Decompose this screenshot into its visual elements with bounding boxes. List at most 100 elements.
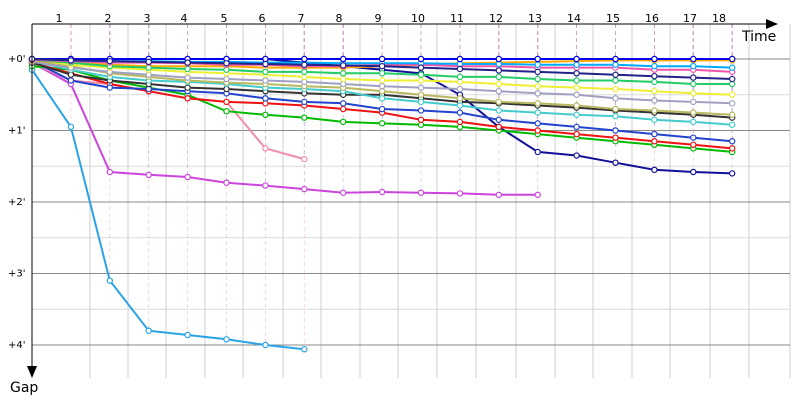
data-point <box>378 55 386 63</box>
x-tick-label: 2 <box>105 12 112 25</box>
data-point <box>301 155 308 163</box>
data-point <box>729 55 736 63</box>
data-point <box>262 77 269 84</box>
data-point <box>651 78 658 86</box>
series-lines <box>28 55 736 353</box>
data-point <box>690 109 697 116</box>
data-point <box>456 73 464 81</box>
data-point <box>573 61 580 68</box>
data-point <box>262 341 269 349</box>
data-point <box>340 62 347 69</box>
data-point <box>534 100 541 107</box>
data-point <box>223 336 230 343</box>
data-point <box>690 134 697 141</box>
x-tick-label: 12 <box>489 12 503 25</box>
data-point <box>223 179 230 186</box>
data-point <box>729 91 736 98</box>
x-tick-labels: 1 2 3 4 5 6 7 8 9 10 11 12 13 14 15 16 17 18 <box>56 12 727 25</box>
data-point <box>612 85 619 93</box>
data-point <box>456 55 464 63</box>
data-point <box>417 55 425 63</box>
data-point <box>690 168 697 176</box>
data-point <box>495 67 502 74</box>
x-axis-title: Time <box>741 29 776 45</box>
data-point <box>690 90 697 97</box>
data-point <box>340 105 347 113</box>
y-tick-label: +1' <box>8 126 26 137</box>
data-point <box>340 189 347 196</box>
data-point <box>612 112 619 120</box>
x-tick-label: 5 <box>221 12 228 25</box>
data-point <box>456 95 464 102</box>
data-point <box>573 77 580 84</box>
data-point <box>262 145 269 152</box>
x-tick-label: 13 <box>528 12 542 25</box>
data-point <box>495 87 502 95</box>
data-point <box>184 173 191 181</box>
data-point <box>573 130 580 138</box>
data-point <box>67 123 75 131</box>
data-point <box>223 75 230 83</box>
data-point <box>106 84 114 91</box>
data-point <box>378 120 386 127</box>
data-point <box>184 74 191 81</box>
data-point <box>378 70 386 77</box>
data-point <box>651 72 658 80</box>
data-point <box>534 148 541 156</box>
data-point <box>612 95 619 102</box>
data-point <box>184 65 191 73</box>
data-point <box>534 68 541 76</box>
data-point <box>573 152 580 159</box>
data-point <box>495 80 502 88</box>
data-point <box>612 127 619 134</box>
data-point <box>262 68 269 76</box>
data-point <box>651 130 658 138</box>
x-tick-label: 11 <box>450 12 464 25</box>
data-point <box>378 188 386 196</box>
x-tick-label: 1 <box>56 12 63 25</box>
data-point <box>729 170 736 177</box>
data-point <box>534 55 541 63</box>
data-point <box>651 87 658 95</box>
data-point <box>301 68 308 76</box>
data-point <box>690 118 697 126</box>
data-point <box>301 114 308 121</box>
data-point <box>573 102 580 109</box>
data-point <box>417 84 425 91</box>
x-tick-label: 15 <box>606 12 620 25</box>
data-point <box>690 74 697 81</box>
x-tick-label: 16 <box>645 12 659 25</box>
data-point <box>612 61 619 68</box>
data-point <box>340 55 347 63</box>
data-point <box>534 191 541 199</box>
data-point <box>534 120 541 127</box>
data-point <box>690 62 697 70</box>
data-point <box>495 73 502 81</box>
data-point <box>534 127 541 134</box>
data-point <box>729 145 736 152</box>
data-point <box>145 171 152 179</box>
data-point <box>184 84 191 91</box>
data-point <box>729 138 736 145</box>
data-point <box>612 159 619 166</box>
data-point <box>690 141 697 148</box>
data-point <box>612 105 619 113</box>
data-point <box>262 111 269 118</box>
data-point <box>729 75 736 83</box>
data-point <box>495 123 502 131</box>
data-point <box>67 57 75 64</box>
data-point <box>729 121 736 128</box>
data-point <box>417 107 425 114</box>
lap-drop-lines <box>70 24 733 350</box>
data-point <box>262 95 269 102</box>
data-point <box>612 71 619 78</box>
data-point <box>690 55 697 63</box>
x-tick-label: 18 <box>712 12 726 25</box>
data-point <box>573 84 580 91</box>
data-point <box>729 100 736 107</box>
data-point <box>729 64 736 71</box>
x-tick-label: 7 <box>298 12 305 25</box>
data-point <box>417 91 425 98</box>
data-point <box>301 61 308 68</box>
